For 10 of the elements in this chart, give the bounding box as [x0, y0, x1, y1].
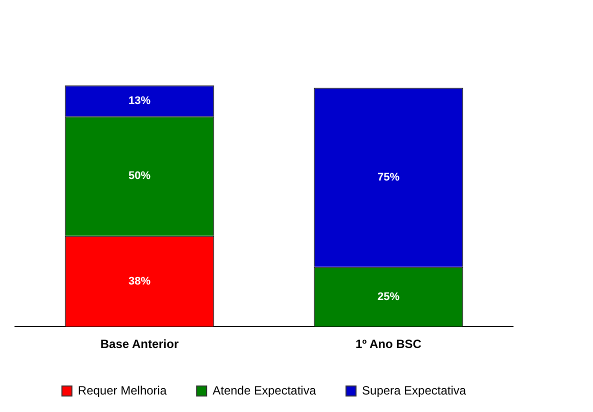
legend-label: Atende Expectativa: [212, 383, 316, 398]
data-label: 75%: [377, 171, 400, 184]
x-tick-label: Base Anterior: [100, 337, 179, 352]
legend-label: Requer Melhoria: [78, 383, 167, 398]
legend-label: Supera Expectativa: [362, 383, 466, 398]
x-tick-label: 1º Ano BSC: [356, 337, 422, 352]
data-label: 13%: [128, 94, 151, 107]
data-label: 50%: [128, 170, 151, 182]
data-label: 25%: [377, 290, 400, 303]
data-label: 38%: [128, 275, 151, 288]
